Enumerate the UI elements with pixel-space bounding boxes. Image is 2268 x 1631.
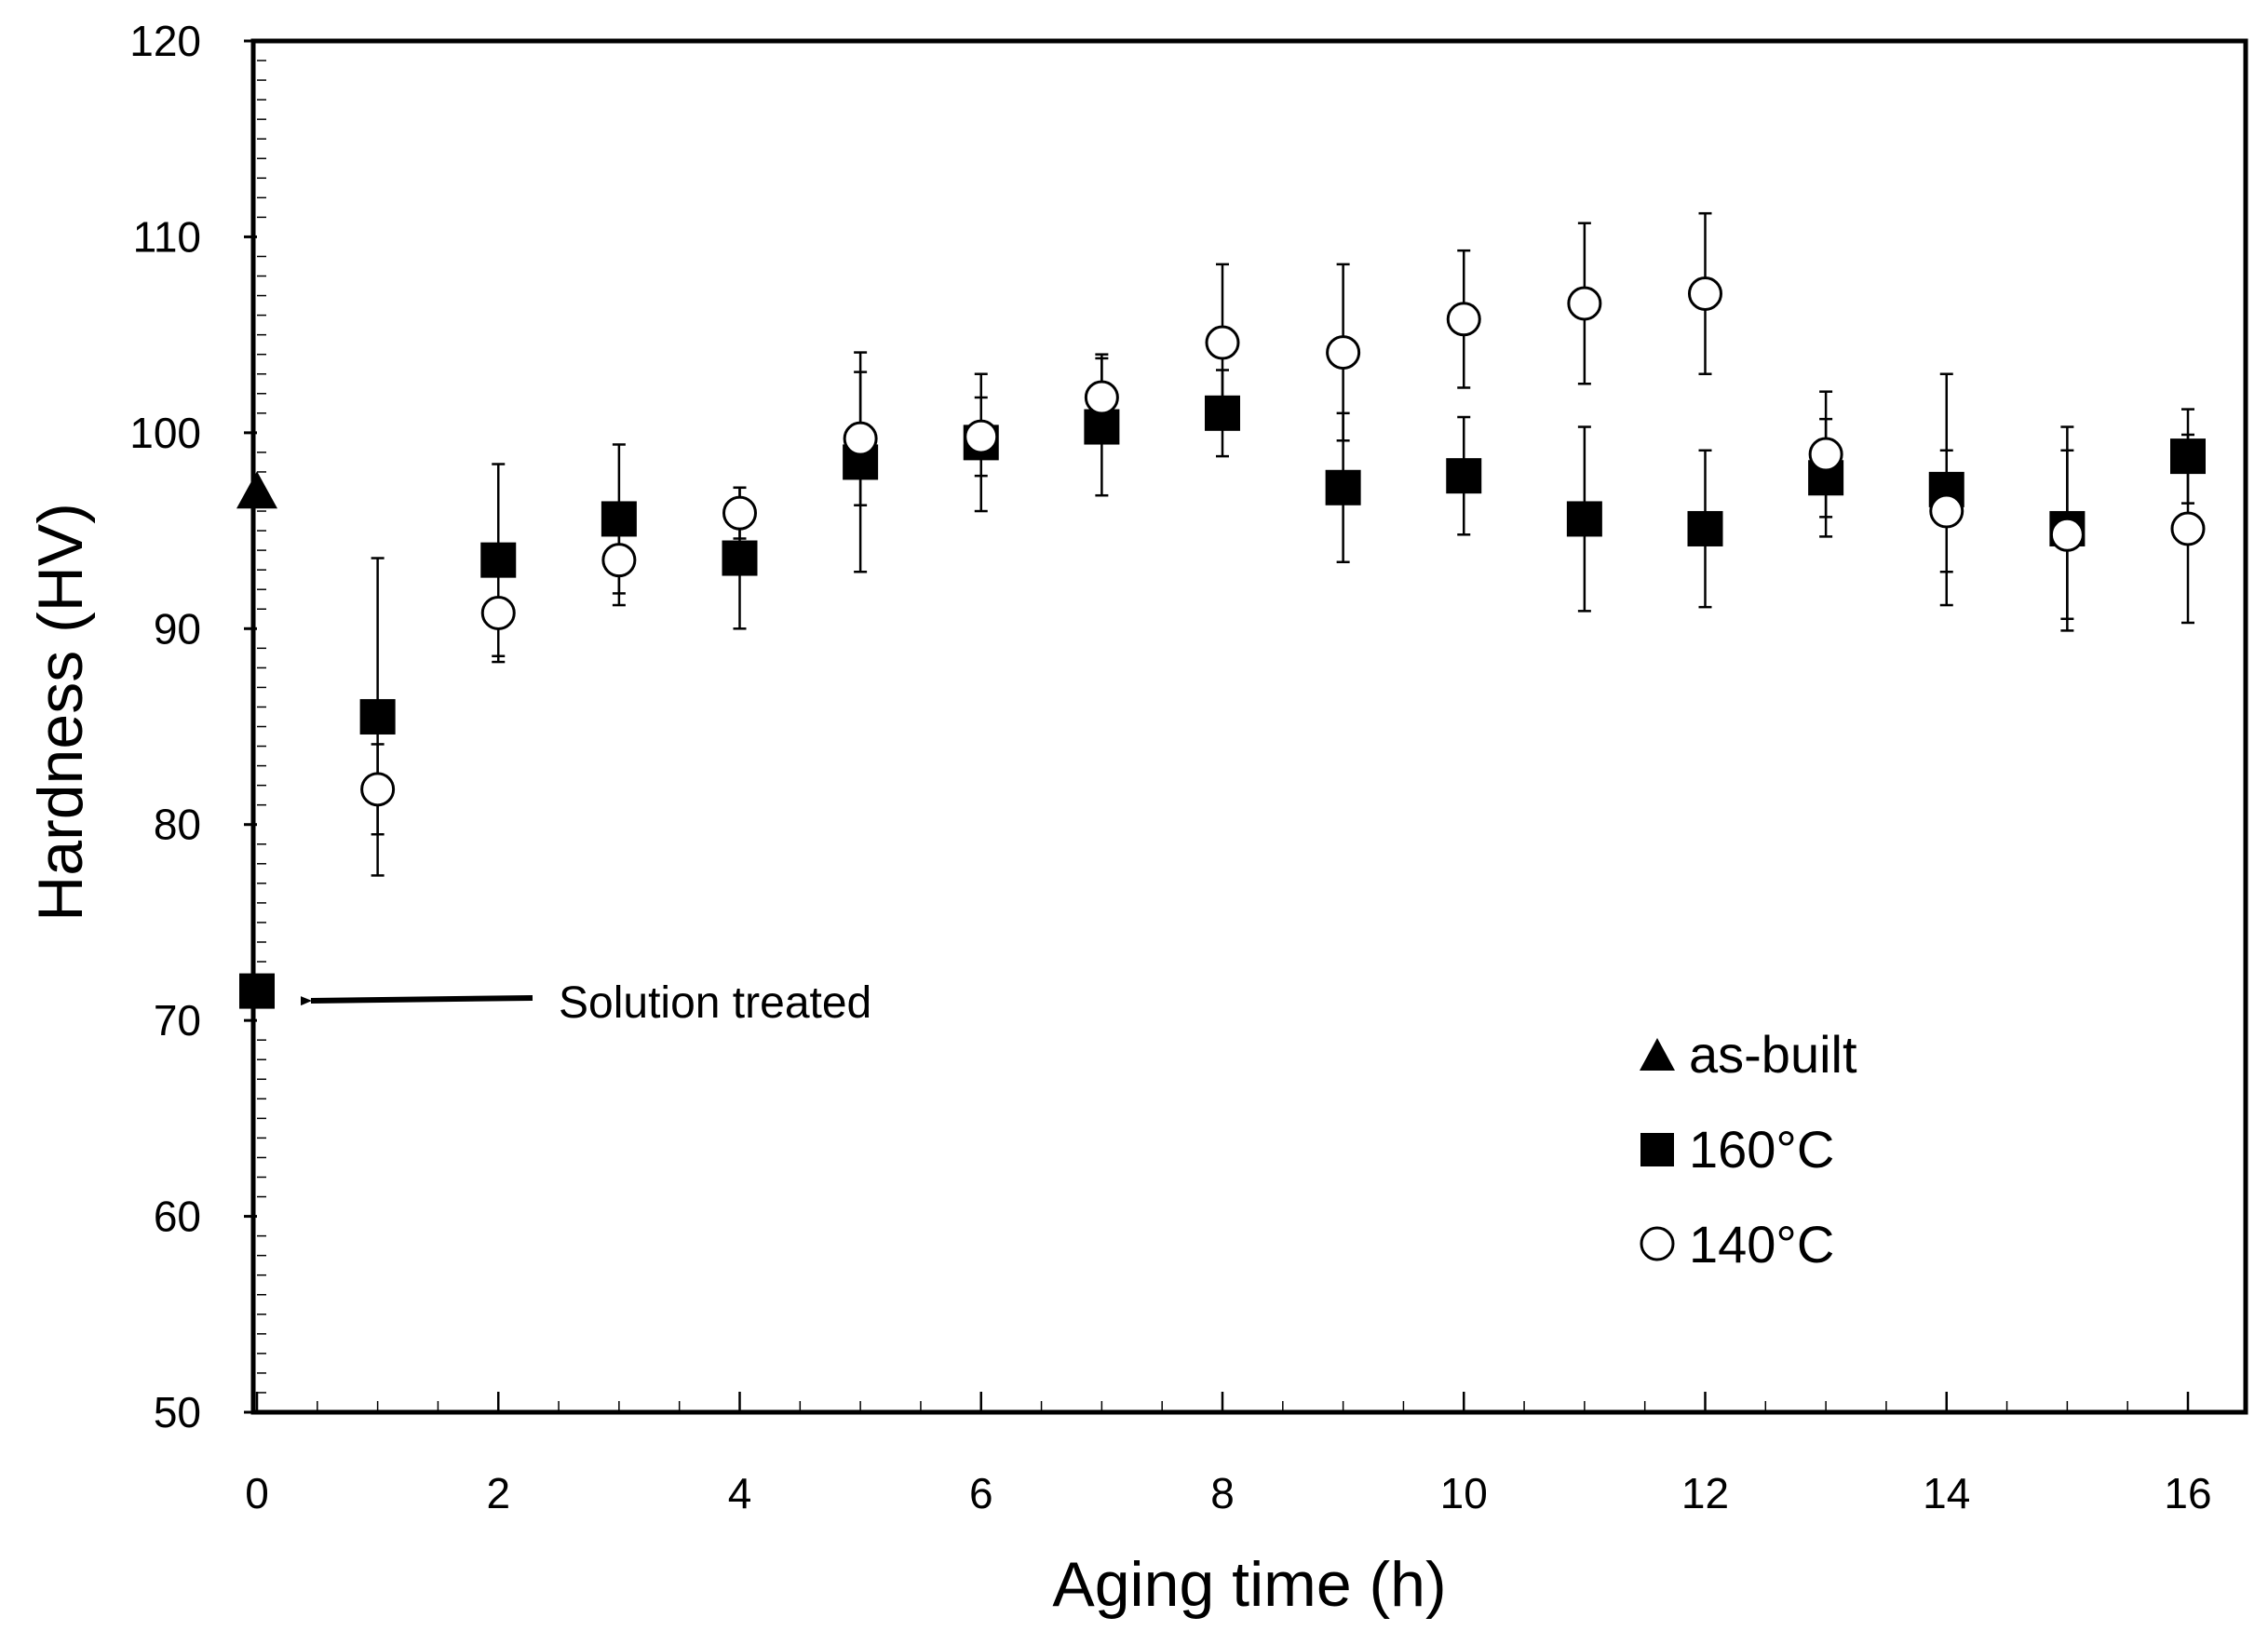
point-140c [964,419,999,454]
point-140c [2049,517,2085,552]
legend: as-built 160°C 140°C [1640,1025,1857,1274]
point-160c [722,540,758,576]
point-160c [1446,458,1482,494]
point-140c [360,772,396,807]
point-160c [601,501,637,537]
point-160c [1205,395,1240,431]
point-140c [480,595,516,630]
x-axis-title: Aging time (h) [1052,1549,1446,1620]
legend-item-as-built: as-built [1640,1025,1857,1084]
axis-ticks: 50 60 70 80 90 100 110 120 0 2 4 6 8 10 12 14 16 [129,17,2211,1517]
y-tick-label: 110 [133,212,201,261]
point-as-built [236,471,277,509]
y-axis-title: Hardness (HV) [25,503,96,922]
point-140c [1326,335,1361,371]
x-tick-label: 16 [2164,1469,2211,1517]
point-160c [239,973,275,1009]
point-140c [1446,302,1481,337]
x-tick-label: 10 [1440,1469,1488,1517]
point-140c [1084,380,1119,415]
point-140c [1929,493,1964,529]
point-140c [1205,325,1240,360]
y-tick-label: 70 [154,996,201,1045]
triangle-marker-icon [1640,1038,1675,1071]
point-160c [1084,409,1120,445]
point-160c [2170,438,2206,475]
annotation: Solution treated [300,978,871,1028]
point-160c [1687,510,1723,546]
legend-item-140c: 140°C [1640,1215,1834,1274]
x-tick-label: 12 [1681,1469,1729,1517]
plot-area-frame [250,38,2248,1415]
point-140c [601,543,637,578]
legend-label-140c: 140°C [1689,1215,1834,1274]
point-140c [1808,437,1843,472]
point-160c [359,698,396,735]
y-tick-label: 120 [129,17,201,65]
y-tick-label: 80 [154,801,201,849]
y-tick-label: 50 [154,1388,201,1436]
x-tick-label: 2 [486,1469,510,1517]
annotation-arrow [300,995,533,1006]
y-tick-label: 100 [129,409,201,457]
legend-label-160c: 160°C [1689,1120,1834,1179]
y-tick-label: 60 [154,1193,201,1241]
legend-item-160c: 160°C [1640,1120,1834,1179]
point-140c [2170,511,2206,546]
point-140c [1688,276,1722,311]
x-tick-label: 0 [245,1469,269,1517]
x-tick-label: 4 [728,1469,752,1517]
point-160c [480,542,517,578]
data-points [236,276,2206,1009]
annotation-text: Solution treated [559,978,871,1028]
circle-marker-icon [1640,1226,1675,1261]
x-tick-label: 8 [1210,1469,1235,1517]
point-160c [1325,469,1361,505]
square-marker-icon [1640,1133,1674,1166]
point-160c [1566,501,1602,537]
point-140c [843,421,878,456]
x-tick-label: 14 [1923,1469,1970,1517]
y-tick-label: 90 [154,604,201,653]
legend-label-as-built: as-built [1689,1025,1857,1084]
point-140c [722,495,757,531]
x-tick-label: 6 [969,1469,993,1517]
point-140c [1567,286,1602,321]
